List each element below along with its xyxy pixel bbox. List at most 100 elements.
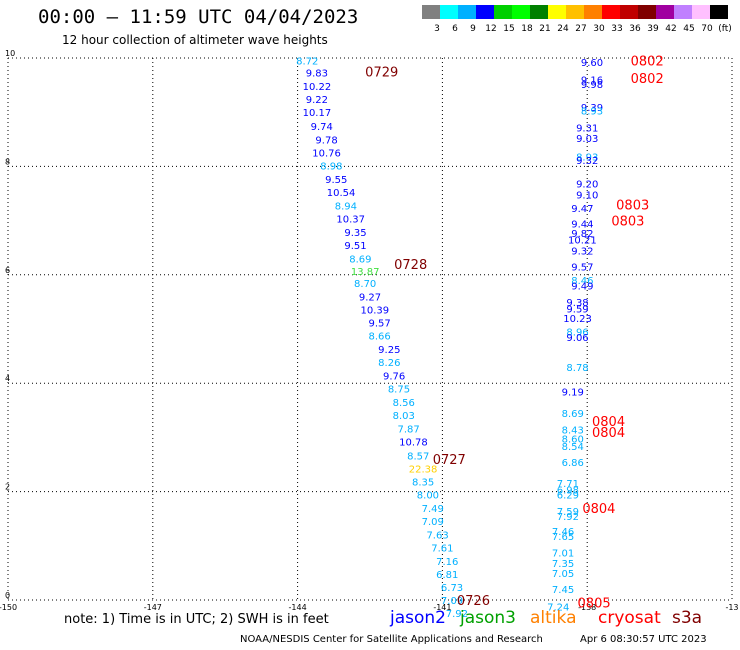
data-point-label: 8.78 (566, 363, 588, 374)
colorbar-label: 12 (485, 24, 496, 34)
data-point-label: 8.72 (296, 57, 318, 68)
track-time-label: 0803 (611, 215, 644, 230)
data-point-label: 9.51 (344, 241, 366, 252)
data-point-label: 7.16 (436, 557, 458, 568)
x-tick-label: -147 (144, 603, 162, 612)
page-title: 00:00 – 11:59 UTC 04/04/2023 (38, 6, 359, 28)
data-point-label: 10.39 (361, 305, 390, 316)
colorbar-swatch (548, 5, 566, 19)
colorbar-label: 45 (683, 24, 694, 34)
chart-grid (7, 57, 733, 601)
data-point-label: 10.17 (303, 108, 332, 119)
colorbar-swatch (494, 5, 512, 19)
data-points: 8.729.83 10.22 9.22 10.17 9.74 9.78 10.76 8.98 9… (296, 57, 603, 620)
data-point-label: 10.21 (568, 236, 597, 247)
colorbar-swatch (620, 5, 638, 19)
legend-s3a: s3a (672, 608, 703, 628)
data-point-label: 8.98 (320, 161, 342, 172)
x-tick-label: -138 (578, 603, 596, 612)
y-tick-label: 8 (5, 157, 10, 166)
track-time-label: 0804 (592, 426, 625, 441)
colorbar-label: (ft) (718, 24, 732, 34)
data-point-label: 9.25 (378, 345, 400, 356)
y-tick-label: 4 (5, 374, 10, 383)
data-point-label: 9.38 (566, 298, 588, 309)
colorbar-swatch (512, 5, 530, 19)
data-point-label: 9.32 (576, 156, 598, 167)
data-point-label: 8.56 (393, 398, 415, 409)
data-point-label: 10.54 (327, 188, 356, 199)
data-point-label: 9.44 (571, 219, 593, 230)
data-point-label: 7.92 (446, 609, 468, 620)
data-point-label: 9.06 (566, 333, 588, 344)
colorbar-swatch (440, 5, 458, 19)
legend-cryosat: cryosat (598, 608, 661, 628)
data-point-label: 8.54 (562, 442, 584, 453)
colorbar-swatch (692, 5, 710, 19)
data-point-label: 9.76 (383, 372, 405, 383)
colorbar-label: 27 (575, 24, 586, 34)
track-time-label: 0728 (394, 258, 427, 273)
data-point-label: 7.49 (422, 504, 444, 515)
colorbar-swatch (422, 5, 440, 19)
x-tick-label: -13 (725, 603, 738, 612)
data-point-label: 9.31 (576, 123, 598, 134)
data-point-label: 9.59 (566, 304, 588, 315)
data-point-label: 9.19 (562, 387, 584, 398)
data-point-label: 7.24 (547, 603, 569, 614)
data-point-label: 13.87 (351, 267, 380, 278)
data-point-label: 10.23 (563, 314, 592, 325)
x-tick-label: -144 (289, 603, 307, 612)
y-tick-label: 0 (5, 591, 10, 600)
data-point-label: 7.59 (557, 507, 579, 518)
y-tick-label: 6 (5, 266, 10, 275)
data-point-label: 9.82 (571, 229, 593, 240)
footer-credit: NOAA/NESDIS Center for Satellite Applica… (240, 634, 543, 645)
data-point-label: 7.45 (552, 585, 574, 596)
data-point-label: 22.38 (409, 464, 438, 475)
data-point-label: 9.74 (311, 122, 333, 133)
data-point-label: 8.93 (576, 153, 598, 164)
data-point-label: 9.20 (576, 180, 598, 191)
data-point-label: 9.39 (581, 103, 603, 114)
y-tick-label: 2 (5, 483, 10, 492)
data-point-label: 9.78 (315, 135, 337, 146)
data-point-label: 8.66 (369, 332, 391, 343)
colorbar-label: 3 (434, 24, 440, 34)
data-point-label: 9.57 (571, 263, 593, 274)
colorbar-label: 70 (701, 24, 713, 34)
data-point-label: 7.01 (552, 548, 574, 559)
data-point-label: 7.87 (397, 425, 419, 436)
colorbar-label: 9 (470, 24, 476, 34)
data-point-label: 8.43 (562, 425, 584, 436)
data-point-label: 8.03 (393, 411, 415, 422)
data-point-label: 10.78 (399, 438, 428, 449)
track-time-label: 0802 (631, 72, 664, 87)
data-point-label: 9.35 (344, 228, 366, 239)
data-point-label: 6.29 (557, 490, 579, 501)
colorbar-swatch (638, 5, 656, 19)
colorbar-label: 42 (665, 24, 676, 34)
data-point-label: 7.05 (552, 569, 574, 580)
data-point-label: 6.81 (436, 570, 458, 581)
data-point-label: 7.35 (552, 559, 574, 570)
data-point-label: 6.86 (562, 458, 584, 469)
y-tick-label: 10 (5, 49, 15, 58)
colorbar-swatch (530, 5, 548, 19)
data-point-label: 8.75 (388, 385, 410, 396)
legend-jason3: jason3 (460, 608, 516, 628)
data-point-label: 9.49 (571, 282, 593, 293)
data-point-label: 8.00 (417, 490, 439, 501)
track-time-label: 0727 (433, 453, 466, 468)
track-time-label: 0804 (592, 415, 625, 430)
data-point-label: 10.37 (336, 214, 365, 225)
data-point-label: 8.69 (349, 255, 371, 266)
axis-ticks: -150 -147 -144 -141 -138 -13 0 2 4 6 8 10 (0, 49, 739, 612)
colorbar-swatch (674, 5, 692, 19)
data-point-label: 8.69 (562, 409, 584, 420)
data-point-label: 9.60 (581, 58, 603, 69)
legend-altika: altika (530, 608, 577, 628)
colorbar-swatch (602, 5, 620, 19)
data-point-label: 9.10 (576, 191, 598, 202)
